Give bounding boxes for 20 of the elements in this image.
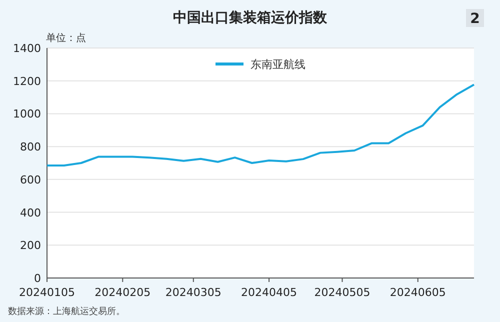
text: 2 (470, 11, 480, 27)
x-tick-label: 20240305 (165, 286, 222, 299)
y-tick-label: 600 (20, 173, 41, 186)
chart-title: 中国出口集装箱运价指数 (173, 10, 328, 26)
x-tick-label: 20240105 (19, 286, 75, 299)
y-tick-label: 1400 (13, 42, 41, 55)
x-tick-label: 20240405 (241, 286, 298, 299)
x-tick-label: 20240505 (314, 286, 370, 299)
y-tick-label: 0 (34, 272, 41, 285)
y-tick-label: 1000 (13, 108, 41, 121)
line-series (46, 84, 475, 166)
source-note: 数据来源：上海航运交易所。 (8, 306, 125, 317)
y-tick-label: 800 (20, 140, 41, 154)
y-tick-label: 200 (20, 239, 41, 252)
legend-label: 东南亚航线 (250, 58, 306, 71)
y-axis-title: 单位：点 (46, 32, 86, 44)
y-tick-label: 400 (20, 206, 41, 220)
y-tick-label: 1200 (13, 74, 41, 88)
x-tick-label: 20240205 (94, 286, 151, 299)
x-tick-label: 20240605 (390, 286, 446, 299)
